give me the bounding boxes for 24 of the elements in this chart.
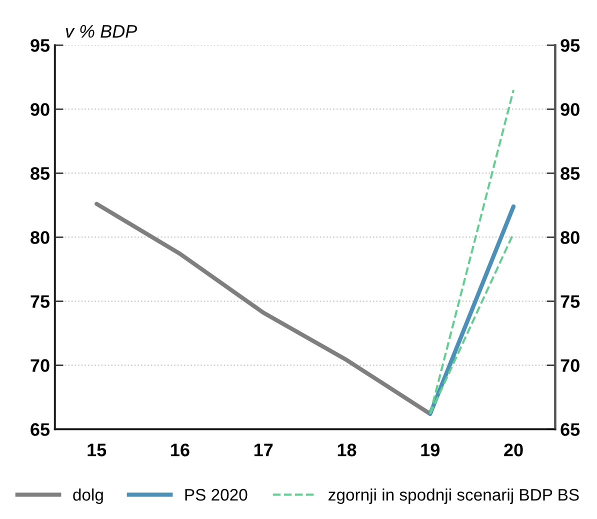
y-tick-label: 80 [30, 231, 50, 244]
legend-label: zgornji in spodnji scenarij BDP BS [328, 488, 579, 504]
y-tick-label: 90 [30, 103, 50, 116]
y2-tick-label: 70 [560, 359, 580, 372]
y-axis-title: v % BDP [66, 25, 138, 38]
y-tick-label: 65 [30, 423, 50, 436]
y-tick-label: 70 [30, 359, 50, 372]
y2-tick-label: 80 [560, 231, 580, 244]
y-tick-label: 95 [30, 39, 50, 52]
x-tick-label: 15 [88, 444, 106, 456]
x-tick-label: 19 [421, 444, 440, 456]
y2-tick-label: 85 [560, 167, 580, 180]
y-tick-label: 75 [30, 295, 50, 308]
y2-tick-label: 90 [560, 103, 580, 116]
legend-label: PS 2020 [185, 488, 248, 501]
y2-tick-label: 65 [560, 423, 580, 436]
y-tick-label: 85 [30, 167, 50, 180]
y2-tick-label: 75 [560, 295, 580, 308]
x-tick-label: 16 [171, 444, 190, 456]
x-tick-label: 20 [504, 444, 523, 456]
x-tick-label: 18 [338, 444, 356, 456]
legend-label: dolg [73, 488, 103, 504]
x-tick-label: 17 [254, 444, 273, 456]
y2-tick-label: 95 [560, 39, 580, 52]
